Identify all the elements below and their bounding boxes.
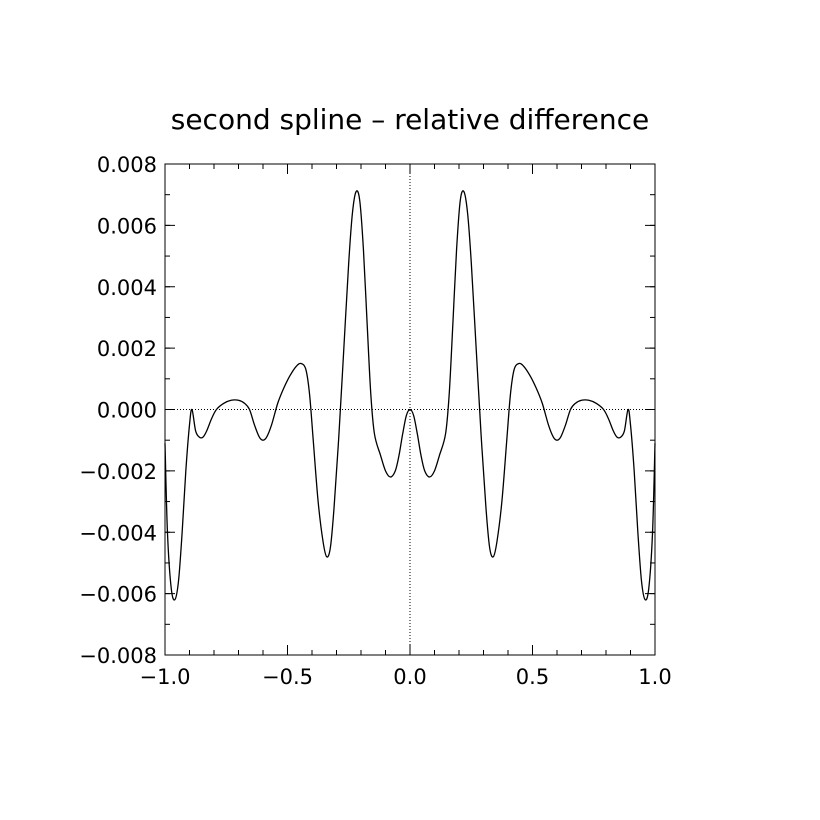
series-layer	[164, 190, 656, 601]
y-tick-label: −0.008	[79, 644, 157, 668]
axes: −1.0 −0.5 0.0 0.5 1.0 −0.008 −0.006 −0.004 −0.00…	[79, 153, 671, 689]
y-tick-label: 0.008	[97, 153, 157, 177]
x-tick-label: 1.0	[638, 665, 671, 689]
series-line	[164, 190, 656, 601]
y-tick-label: 0.004	[97, 276, 157, 300]
y-tick-label: 0.002	[97, 337, 157, 361]
x-tick-label: 0.5	[516, 665, 549, 689]
y-tick-label: −0.004	[79, 521, 157, 545]
y-tick-label: 0.000	[97, 399, 157, 423]
y-tick-label: −0.006	[79, 583, 157, 607]
y-tick-label: −0.002	[79, 460, 157, 484]
x-tick-label: −0.5	[262, 665, 313, 689]
y-tick-label: 0.006	[97, 214, 157, 238]
x-tick-label: −1.0	[140, 665, 191, 689]
chart-title: second spline – relative difference	[171, 103, 650, 136]
x-tick-label: 0.0	[393, 665, 426, 689]
